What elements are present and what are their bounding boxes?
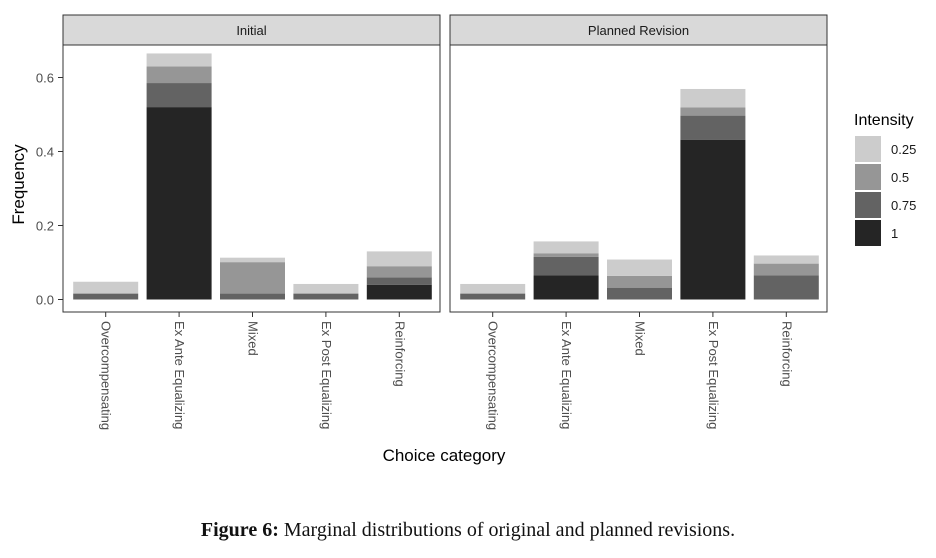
x-tick-label: Mixed <box>246 321 261 356</box>
x-tick-label: Reinforcing <box>392 321 407 387</box>
x-tick-label: Ex Post Equalizing <box>706 321 721 429</box>
bar-segment <box>220 262 285 294</box>
legend-label: 0.5 <box>891 170 909 185</box>
bar-segment <box>753 263 819 276</box>
faceted-bar-chart: 0.0 0.2 0.4 0.6 Frequency Initial Overcompensa… <box>9 14 916 465</box>
bar-segment <box>533 253 599 257</box>
bar-segment <box>146 107 212 300</box>
bar-segment <box>753 275 819 300</box>
bar-segment <box>73 281 139 294</box>
bar-segment <box>607 275 672 288</box>
bar-segment <box>607 287 672 300</box>
legend-swatch <box>855 192 881 218</box>
bar-segment <box>753 255 819 264</box>
bar-segment <box>680 139 746 300</box>
bar-segment <box>680 107 746 116</box>
x-tick-label: Ex Ante Equalizing <box>559 321 574 429</box>
legend-title: Intensity <box>854 112 914 129</box>
panel-title: Planned Revision <box>588 23 689 38</box>
caption-text: Marginal distributions of original and p… <box>283 519 736 541</box>
bar-segment <box>680 88 746 108</box>
x-tick-label: Overcompensating <box>486 321 501 430</box>
bar-segment <box>146 66 212 84</box>
bar-segment <box>293 293 359 300</box>
panel-title: Initial <box>236 23 266 38</box>
bar-segment <box>680 115 746 140</box>
y-tick-label: 0.0 <box>36 293 54 308</box>
bar-segment <box>607 259 672 276</box>
y-tick-label: 0.6 <box>36 71 54 86</box>
x-tick-label: Ex Ante Equalizing <box>172 321 187 429</box>
legend-label: 0.25 <box>891 142 916 157</box>
x-tick-label: Ex Post Equalizing <box>319 321 334 429</box>
figure-caption: Figure 6: Marginal distributions of orig… <box>0 519 936 542</box>
legend-label: 0.75 <box>891 198 916 213</box>
y-tick-label: 0.4 <box>36 145 54 160</box>
bar-segment <box>366 251 432 267</box>
x-axis-title: Choice category <box>383 446 506 465</box>
y-axis-title: Frequency <box>9 144 28 225</box>
bar-segment <box>460 283 526 294</box>
legend-swatch <box>855 220 881 246</box>
legend-swatch <box>855 136 881 162</box>
caption-label: Figure 6: <box>200 519 279 541</box>
bar-segment <box>73 293 139 300</box>
bar-segment <box>533 256 599 276</box>
bar-segment <box>366 277 432 285</box>
y-tick-label: 0.2 <box>36 219 54 234</box>
bar-segment <box>293 283 359 294</box>
panel-strip <box>62 14 441 46</box>
bar-segment <box>146 83 212 108</box>
bar-segment <box>220 257 285 263</box>
bar-segment <box>366 284 432 300</box>
x-tick-label: Mixed <box>633 321 648 356</box>
bar-segment <box>533 241 599 254</box>
bar-segment <box>146 53 212 67</box>
bar-segment <box>460 293 526 300</box>
legend-swatch <box>855 164 881 190</box>
bar-segment <box>533 275 599 300</box>
x-tick-label: Reinforcing <box>779 321 794 387</box>
x-tick-label: Overcompensating <box>99 321 114 430</box>
bar-segment <box>366 266 432 278</box>
legend-label: 1 <box>891 226 898 241</box>
bar-segment <box>220 293 285 300</box>
